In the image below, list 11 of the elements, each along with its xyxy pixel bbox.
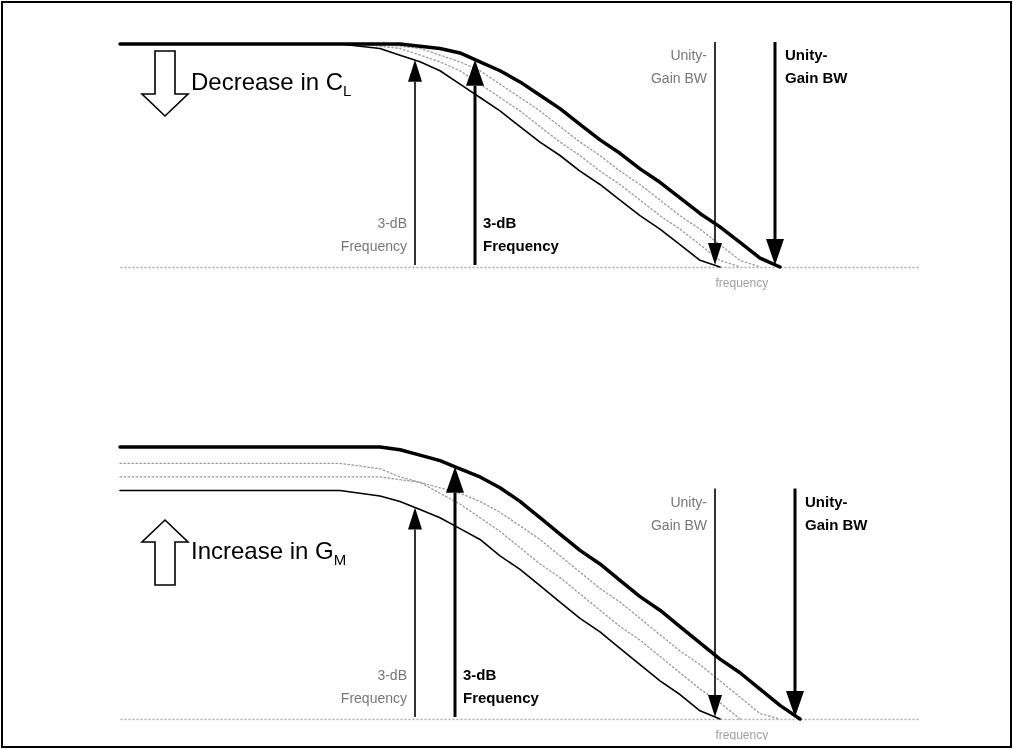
- annotation: 3-dB Frequency: [340, 215, 407, 254]
- annotation: Unity- Gain BW: [650, 47, 708, 86]
- annotation: Increase in G$_{M}$: [191, 537, 347, 568]
- annotation: 3-dB Frequency: [463, 666, 540, 706]
- annotation: 3-dB Frequency: [483, 214, 560, 254]
- annotation: Unity- Gain BW: [805, 492, 869, 533]
- x-axis-title: frequency: [715, 275, 769, 290]
- annotation: Unity- Gain BW: [785, 46, 849, 86]
- annotation: Unity- Gain BW: [650, 493, 708, 533]
- annotation: Decrease in C$_{L}$: [191, 68, 352, 99]
- annotation: 3-dB Frequency: [340, 667, 407, 706]
